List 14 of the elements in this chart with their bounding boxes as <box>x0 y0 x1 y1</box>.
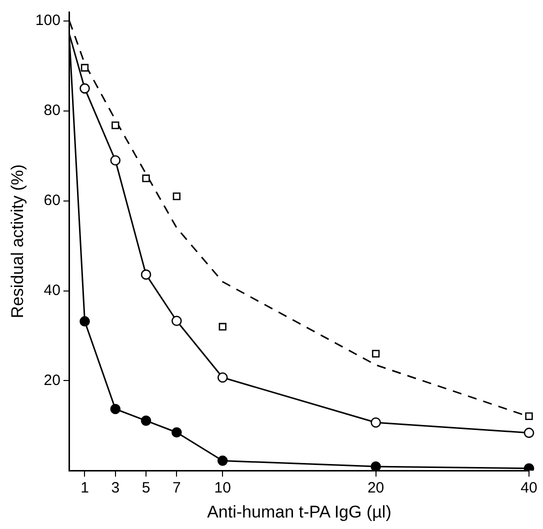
y-tick-label: 60 <box>44 192 60 209</box>
y-tick-label: 80 <box>44 102 60 120</box>
x-axis-title: Anti-human t-PA IgG (µl) <box>207 502 392 522</box>
y-tick-label: 40 <box>44 282 60 299</box>
x-tick-label: 3 <box>111 480 120 497</box>
y-tick-label: 100 <box>35 12 60 30</box>
x-tick-label: 20 <box>367 480 384 497</box>
y-tick-label: 20 <box>44 372 60 389</box>
x-tick-label: 1 <box>80 480 89 497</box>
x-tick-label: 10 <box>214 480 231 497</box>
x-tick-label: 5 <box>142 480 150 497</box>
y-axis-title: Residual activity (%) <box>8 164 27 318</box>
x-tick-label: 7 <box>172 480 181 497</box>
x-tick-label: 40 <box>520 480 538 497</box>
